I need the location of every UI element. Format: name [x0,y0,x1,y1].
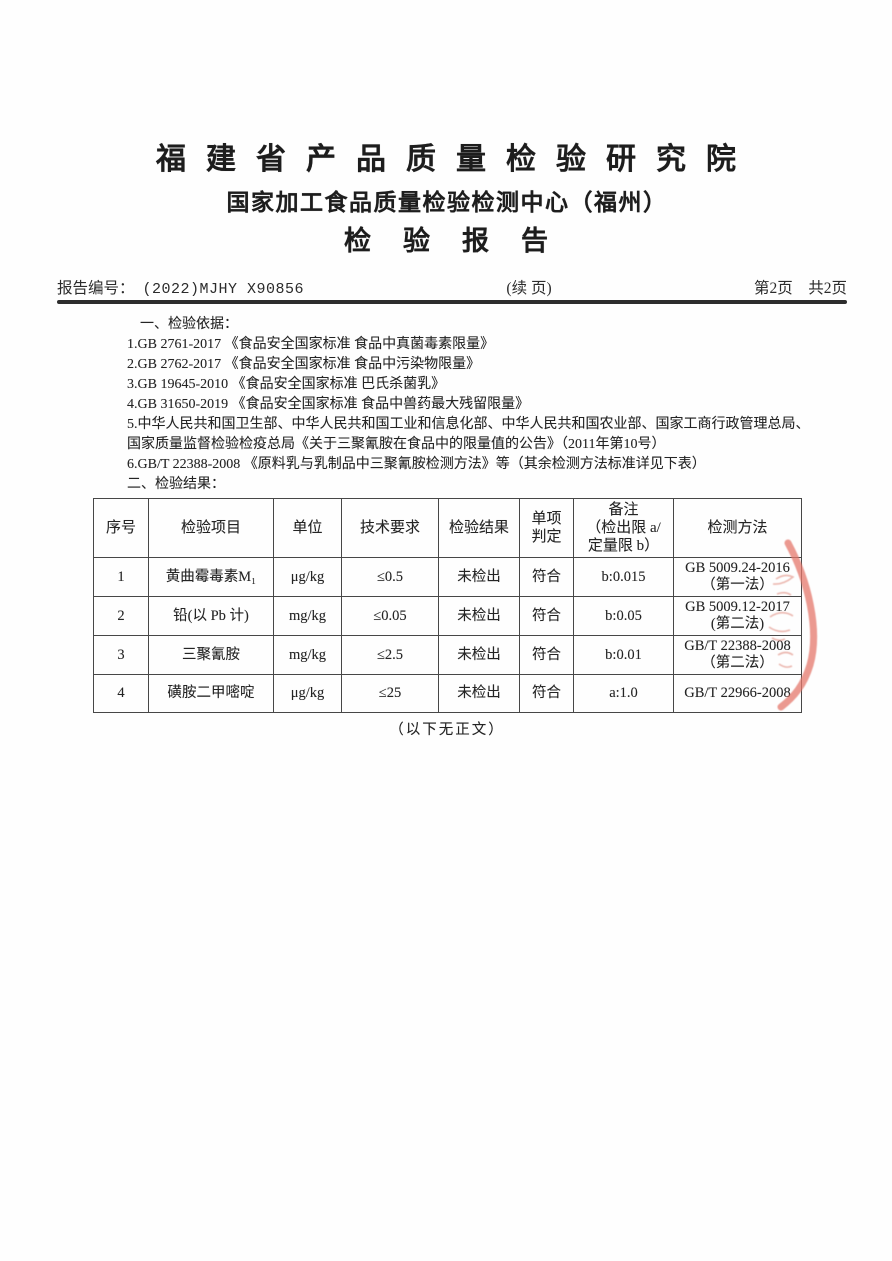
col-header-seq: 序号 [93,498,149,558]
cell-judgment: 符合 [519,674,574,713]
cell-method: GB 5009.12-2017 (第二法) [673,596,802,636]
table-header-row: 序号 检验项目 单位 技术要求 检验结果 单项 判定 备注 （检出限 a/ 定量… [93,498,802,558]
cell-requirement: ≤2.5 [341,635,439,675]
basis-item-2: 2.GB 2762-2017 《食品安全国家标准 食品中污染物限量》 [127,357,481,372]
col-header-unit: 单位 [273,498,342,558]
cell-item: 黄曲霉毒素M₁ [148,557,274,597]
end-of-text-note: （以下无正文） [389,722,505,738]
cell-remark: b:0.05 [573,596,674,636]
cell-seq: 2 [93,596,149,636]
basis-section-heading: 一、检验依据： [140,317,238,332]
cell-seq: 4 [93,674,149,713]
report-title: 检验报告 [344,226,580,256]
basis-item-5: 5.中华人民共和国卫生部、中华人民共和国工业和信息化部、中华人民共和国农业部、国… [127,417,810,452]
cell-judgment: 符合 [519,635,574,675]
table-row: 2 铅(以 Pb 计) mg/kg ≤0.05 未检出 符合 b:0.05 GB… [93,596,802,636]
cell-remark: b:0.01 [573,635,674,675]
center-title: 国家加工食品质量检验检测中心（福州） [226,190,668,215]
cell-requirement: ≤0.05 [341,596,439,636]
cell-result: 未检出 [438,557,520,597]
cell-item: 铅(以 Pb 计) [148,596,274,636]
cell-unit: mg/kg [273,635,342,675]
table-row: 4 磺胺二甲嘧啶 μg/kg ≤25 未检出 符合 a:1.0 GB/T 229… [93,674,802,713]
cell-result: 未检出 [438,635,520,675]
cell-item: 三聚氰胺 [148,635,274,675]
col-header-judgment: 单项 判定 [519,498,574,558]
table-row: 3 三聚氰胺 mg/kg ≤2.5 未检出 符合 b:0.01 GB/T 223… [93,635,802,675]
basis-item-3: 3.GB 19645-2010 《食品安全国家标准 巴氏杀菌乳》 [127,377,446,392]
col-header-remark: 备注 （检出限 a/ 定量限 b） [573,498,674,558]
cell-seq: 3 [93,635,149,675]
cell-unit: μg/kg [273,674,342,713]
cell-result: 未检出 [438,674,520,713]
col-header-requirement: 技术要求 [341,498,439,558]
document-body: 一、检验依据： 1.GB 2761-2017 《食品安全国家标准 食品中真菌毒素… [93,315,821,740]
basis-item-4: 4.GB 31650-2019 《食品安全国家标准 食品中兽药最大残留限量》 [127,397,530,412]
cell-method: GB/T 22388-2008 （第二法） [673,635,802,675]
cell-unit: μg/kg [273,557,342,597]
page-indicator: 第2页 共2页 [753,280,847,297]
results-section-heading: 二、检验结果： [127,477,225,492]
col-header-method: 检测方法 [673,498,802,558]
cell-method: GB/T 22966-2008 [673,674,802,713]
cell-judgment: 符合 [519,557,574,597]
col-header-item: 检验项目 [148,498,274,558]
cell-item: 磺胺二甲嘧啶 [148,674,274,713]
continuation-note: (续 页) [506,280,552,297]
cell-method: GB 5009.24-2016 （第一法） [673,557,802,597]
results-table: 序号 检验项目 单位 技术要求 检验结果 单项 判定 备注 （检出限 a/ 定量… [93,498,802,713]
basis-item-6: 6.GB/T 22388-2008 《原料乳与乳制品中三聚氰胺检测方法》等（其余… [127,457,706,472]
cell-result: 未检出 [438,596,520,636]
cell-requirement: ≤25 [341,674,439,713]
table-row: 1 黄曲霉毒素M₁ μg/kg ≤0.5 未检出 符合 b:0.015 GB 5… [93,557,802,597]
col-header-result: 检验结果 [438,498,520,558]
cell-remark: b:0.015 [573,557,674,597]
cell-requirement: ≤0.5 [341,557,439,597]
basis-item-1: 1.GB 2761-2017 《食品安全国家标准 食品中真菌毒素限量》 [127,337,495,352]
report-meta-row: 报告编号： (2022)MJHY X90856 (续 页) 第2页 共2页 [57,276,847,298]
report-number-group: 报告编号： (2022)MJHY X90856 [57,276,304,298]
report-no-value: (2022)MJHY X90856 [142,281,305,298]
report-no-label: 报告编号： [57,280,135,297]
cell-remark: a:1.0 [573,674,674,713]
cell-seq: 1 [93,557,149,597]
cell-judgment: 符合 [519,596,574,636]
cell-unit: mg/kg [273,596,342,636]
header-divider [57,300,847,304]
org-title: 福建省产品质量检验研究院 [156,143,756,176]
